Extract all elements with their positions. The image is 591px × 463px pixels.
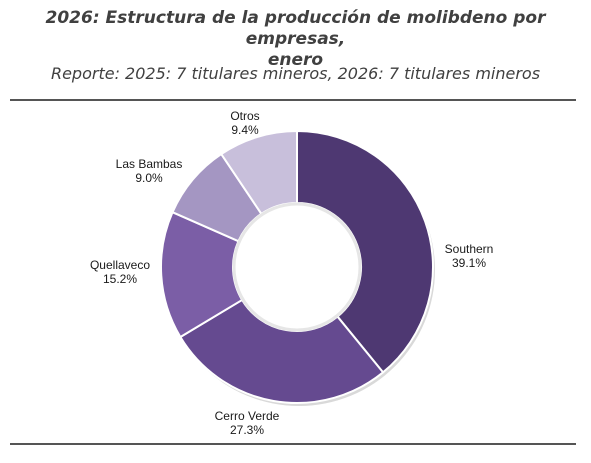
slice-name-label: Cerro Verde [215,409,280,423]
slice-name-label: Quellaveco [90,258,150,272]
slice-value-label: 9.4% [231,123,259,137]
chart-title-line2: enero [267,50,324,70]
top-divider [10,99,576,101]
slice-value-label: 27.3% [230,423,264,437]
bottom-divider [10,443,576,445]
slice-value-label: 9.0% [135,171,163,185]
donut-hole [232,202,362,332]
slice-name-label: Las Bambas [116,157,183,171]
chart-subtitle: Reporte: 2025: 7 titulares mineros, 2026… [50,64,541,83]
chart-title: 2026: Estructura de la producción de mol… [0,8,591,71]
slice-name-label: Southern [445,242,494,256]
slice-name-label: Otros [230,109,259,123]
slice-value-label: 39.1% [452,256,486,270]
chart-title-line1: 2026: Estructura de la producción de mol… [45,8,546,49]
slice-value-label: 15.2% [103,272,137,286]
